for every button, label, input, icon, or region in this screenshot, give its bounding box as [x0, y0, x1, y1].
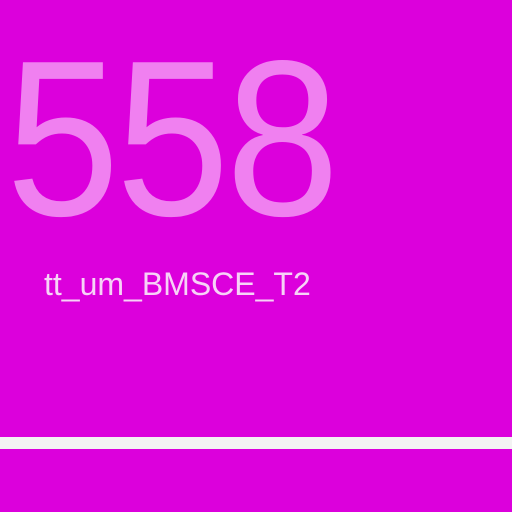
tile-count: 558 [6, 15, 339, 263]
tile-label: tt_um_BMSCE_T2 [44, 266, 311, 302]
tile-divider [0, 437, 512, 449]
